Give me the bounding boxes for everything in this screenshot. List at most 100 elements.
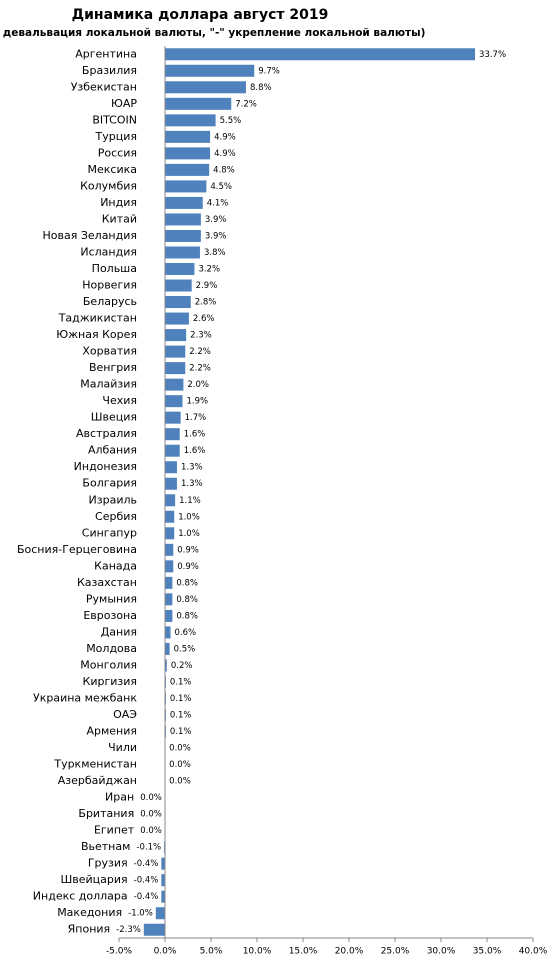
chart-subtitle: ("+" девальвация локальной валюты, "-" у… — [0, 27, 425, 39]
data-label: 0.8% — [176, 611, 198, 621]
data-label: 0.9% — [177, 562, 199, 572]
category-label: Новая Зеландия — [43, 229, 138, 242]
bar — [161, 890, 165, 903]
data-label: 4.8% — [213, 165, 235, 175]
data-label: 1.0% — [178, 529, 200, 539]
data-label: 0.8% — [176, 595, 198, 605]
data-label: 3.8% — [204, 248, 226, 258]
category-label: Албания — [88, 444, 137, 457]
x-tick-label: 10.0% — [243, 947, 272, 957]
bar — [165, 461, 177, 474]
data-label: 2.9% — [196, 281, 218, 291]
category-label: Беларусь — [83, 295, 137, 308]
x-tick-label: -5.0% — [106, 947, 133, 957]
category-label: Болгария — [82, 477, 137, 490]
category-label: Норвегия — [82, 279, 137, 292]
bar — [165, 196, 203, 209]
category-label: Сингапур — [82, 526, 137, 539]
category-label: Казахстан — [77, 576, 137, 589]
data-label: 4.9% — [214, 132, 236, 142]
data-label: 5.5% — [220, 116, 242, 126]
bar — [165, 626, 171, 639]
category-label: BITCOIN — [92, 113, 137, 126]
category-label: Канада — [94, 559, 137, 572]
data-label: 1.1% — [179, 496, 201, 506]
bar — [165, 378, 184, 391]
data-label: 0.0% — [140, 793, 162, 803]
bar — [165, 395, 183, 408]
data-label: 0.0% — [140, 810, 162, 820]
category-label: Исландия — [80, 245, 137, 258]
data-label: 8.8% — [250, 83, 272, 93]
data-label: 2.2% — [189, 347, 211, 357]
data-label: 1.3% — [181, 479, 203, 489]
category-label: Босния-Герцеговина — [17, 543, 137, 556]
category-label: Чили — [108, 741, 137, 754]
bar — [165, 130, 211, 143]
data-label: -0.4% — [134, 859, 159, 869]
bar — [165, 48, 476, 61]
bar — [165, 477, 177, 490]
category-label: Азербайджан — [58, 774, 137, 787]
chart-title: Динамика доллара август 2019 — [72, 7, 329, 23]
bar — [161, 874, 165, 887]
x-tick-label: 30.0% — [427, 947, 456, 957]
data-label: 9.7% — [258, 66, 280, 76]
bar — [165, 362, 186, 375]
data-label: 2.3% — [190, 331, 212, 341]
bar — [165, 296, 191, 309]
data-label: 0.5% — [174, 644, 196, 654]
category-label: Польша — [92, 262, 137, 275]
category-label: Таджикистан — [58, 312, 137, 325]
bar — [165, 560, 174, 573]
category-label: Россия — [98, 146, 137, 159]
bar — [165, 609, 173, 622]
data-label: 0.1% — [170, 727, 192, 737]
bar — [165, 81, 246, 94]
category-label: Монголия — [80, 658, 137, 671]
bar — [165, 147, 211, 160]
category-label: Вьетнам — [81, 840, 130, 853]
data-label: 0.0% — [169, 777, 191, 787]
bar — [165, 263, 195, 275]
category-label: Бразилия — [82, 64, 137, 77]
category-label: Аргентина — [75, 47, 137, 60]
data-label: 1.9% — [186, 397, 208, 407]
category-label: Индекс доллара — [33, 890, 128, 903]
bar — [165, 593, 173, 606]
bar — [165, 180, 207, 193]
bar — [143, 923, 165, 936]
category-label: Украина межбанк — [33, 691, 137, 704]
bar — [165, 510, 175, 523]
category-label: Египет — [94, 824, 135, 837]
bar — [165, 97, 232, 110]
bar — [165, 279, 192, 292]
data-label: 2.0% — [187, 380, 209, 390]
category-label: Турция — [95, 130, 137, 143]
data-label: 4.9% — [214, 149, 236, 159]
bar — [165, 576, 173, 589]
data-label: 0.9% — [177, 545, 199, 555]
category-label: Венгрия — [89, 361, 137, 374]
bar — [165, 411, 181, 424]
category-label: Китай — [102, 212, 137, 225]
category-label: Узбекистан — [71, 80, 137, 93]
data-label: 0.1% — [170, 694, 192, 704]
category-label: Мексика — [88, 163, 137, 176]
bar — [165, 659, 167, 672]
data-label: 4.5% — [210, 182, 232, 192]
bar — [165, 213, 201, 226]
category-label: ОАЭ — [113, 708, 137, 721]
bar — [165, 64, 255, 77]
category-label: Швеция — [91, 411, 137, 424]
bar — [161, 857, 165, 870]
category-label: Киргизия — [83, 675, 137, 688]
bar — [165, 163, 210, 176]
data-label: 0.6% — [175, 628, 197, 638]
bar — [165, 229, 201, 242]
bar — [165, 329, 187, 342]
data-label: 0.2% — [171, 661, 193, 671]
category-label: Грузия — [88, 857, 128, 870]
category-label: Македония — [57, 906, 122, 919]
